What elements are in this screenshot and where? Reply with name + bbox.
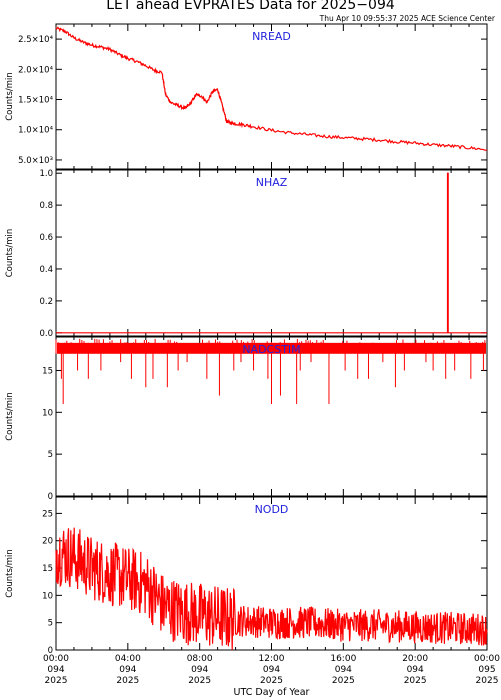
y-axis-label: Counts/min <box>5 229 15 278</box>
x-tick-label: 095 <box>478 665 495 675</box>
y-tick-label: 15 <box>42 564 53 574</box>
x-axis-label: UTC Day of Year <box>234 687 310 698</box>
x-tick-label: 04:00 <box>115 654 141 664</box>
x-tick-label: 094 <box>335 665 352 675</box>
x-tick-label: 08:00 <box>187 654 213 664</box>
y-tick-label: 5 <box>48 619 53 629</box>
x-tick-label: 00:00 <box>43 654 69 664</box>
panel-nadcstim: 0 5 10 15 Counts/min NADCSTIM <box>5 336 488 502</box>
y-tick-label: 20 <box>42 537 53 547</box>
x-tick-label: 20:00 <box>402 654 428 664</box>
x-tick-label: 2025 <box>116 676 139 686</box>
panel-nread: 5.0×10³ 1.0×10⁴ 1.5×10⁴ 2.0×10⁴ 2.5×10⁴ Count… <box>5 23 488 170</box>
y-tick-label: 0.4 <box>39 265 53 275</box>
panel-label: NODD <box>255 503 289 516</box>
x-tick-label: 094 <box>47 665 64 675</box>
x-tick-label: 094 <box>407 665 424 675</box>
x-tick-label: 2025 <box>260 676 283 686</box>
chart-subtitle: Thu Apr 10 09:55:37 2025 ACE Science Cen… <box>319 14 495 23</box>
y-tick-label: 10 <box>42 591 53 601</box>
y-tick-label: 1.5×10⁴ <box>18 96 53 106</box>
x-tick-label: 094 <box>119 665 136 675</box>
series-line <box>56 172 487 334</box>
panel-frame <box>55 169 488 337</box>
x-tick-label: 2025 <box>404 676 427 686</box>
y-axis-label: Counts/min <box>5 72 15 121</box>
y-tick-label: 5 <box>48 450 53 460</box>
y-tick-label: 0.6 <box>39 233 53 243</box>
x-tick-label: 094 <box>263 665 280 675</box>
x-tick-label: 12:00 <box>259 654 285 664</box>
y-axis-label: Counts/min <box>5 392 15 441</box>
x-tick-label: 2025 <box>45 676 68 686</box>
y-tick-label: 0 <box>48 646 53 656</box>
y-tick-label: 2.5×10⁴ <box>18 35 53 45</box>
x-tick-label: 00:00 <box>474 654 500 664</box>
y-tick-label: 1.0×10⁴ <box>18 126 53 136</box>
y-tick-label: 0.0 <box>39 329 53 339</box>
panel-nhaz: 0.0 0.2 0.4 0.6 0.8 1.0 Counts/min NHAZ <box>5 169 488 339</box>
series-line <box>55 527 488 651</box>
y-tick-label: 0.8 <box>39 201 53 211</box>
panel-label: NREAD <box>252 30 291 43</box>
y-tick-label: 1.0 <box>39 169 53 179</box>
panel-label: NHAZ <box>256 176 288 189</box>
panel-nodd: 0 5 10 15 20 25 Counts/min NODD <box>5 496 488 656</box>
x-tick-label: 2025 <box>188 676 211 686</box>
y-tick-label: 0.2 <box>39 297 53 307</box>
y-tick-label: 25 <box>42 509 53 519</box>
y-tick-label: 2.0×10⁴ <box>18 65 53 75</box>
x-tick-label: 094 <box>191 665 208 675</box>
chart-title: LET ahead EVPRATES Data for 2025−094 <box>106 0 395 13</box>
panel-label: NADCSTIM <box>242 343 300 356</box>
x-tick-label: 2025 <box>476 676 499 686</box>
y-tick-label: 15 <box>42 366 53 376</box>
y-tick-label: 10 <box>42 408 53 418</box>
y-tick-label: 0 <box>48 492 53 502</box>
x-tick-label: 16:00 <box>330 654 356 664</box>
x-tick-label: 2025 <box>332 676 355 686</box>
series-line <box>55 26 488 151</box>
y-tick-label: 5.0×10³ <box>18 156 53 166</box>
panel-frame <box>55 23 488 170</box>
y-axis-label: Counts/min <box>5 549 15 598</box>
